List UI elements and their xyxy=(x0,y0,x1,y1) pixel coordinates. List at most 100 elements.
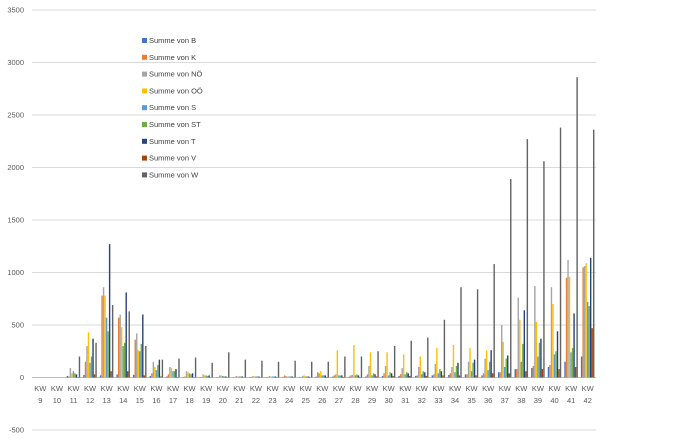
bar-summe-von-s-37 xyxy=(504,367,506,378)
bar-summe-von-k-39 xyxy=(532,365,535,378)
bar-summe-von-v-12 xyxy=(93,374,96,378)
bar-summe-von-w-12 xyxy=(95,342,97,378)
bar-summe-von-w-20 xyxy=(228,352,230,378)
bar-summe-von-oö-40 xyxy=(552,304,554,378)
legend-label: Summe von W xyxy=(149,170,199,179)
bar-summe-von-b-27 xyxy=(332,376,334,378)
bar-summe-von-k-12 xyxy=(84,361,87,378)
bar-summe-von-nö-38 xyxy=(517,297,519,378)
bar-summe-von-st-32 xyxy=(422,371,424,378)
bar-summe-von-b-33 xyxy=(431,375,434,378)
bar-summe-von-t-20 xyxy=(225,376,227,378)
bar-summe-von-t-27 xyxy=(341,375,343,378)
bar-summe-von-t-37 xyxy=(507,355,509,378)
bar-summe-von-v-37 xyxy=(508,373,510,378)
bar-summe-von-t-18 xyxy=(191,373,194,378)
bar-summe-von-k-37 xyxy=(499,372,501,378)
bar-summe-von-b-14 xyxy=(116,374,118,378)
x-tick-label-line1: KW xyxy=(548,384,561,393)
x-tick-label-line2: 16 xyxy=(152,396,160,405)
x-axis-ticks: KW 9 KW 10 KW 11 KW 12 KW 13 KW 14 KW 15 KW 16 KW 17 KW 18 K… xyxy=(34,384,594,405)
bar-summe-von-s-38 xyxy=(520,361,523,378)
x-tick-label-line1: KW xyxy=(283,384,296,393)
bar-summe-von-st-21 xyxy=(240,376,242,378)
bar-summe-von-b-34 xyxy=(448,374,450,378)
x-tick-label-line2: 36 xyxy=(484,396,492,405)
bar-summe-von-nö-41 xyxy=(567,259,569,378)
bar-summe-von-k-36 xyxy=(482,373,485,378)
legend: Summe von B Summe von K Summe von NÖ Summe … xyxy=(142,36,203,179)
x-tick-label-line1: KW xyxy=(150,384,163,393)
bar-summe-von-w-34 xyxy=(460,287,462,378)
bar-summe-von-t-19 xyxy=(208,375,210,378)
bar-summe-von-st-11 xyxy=(74,373,76,378)
bar-summe-von-st-36 xyxy=(488,361,491,378)
legend-label: Summe von S xyxy=(149,103,196,112)
bar-summe-von-v-30 xyxy=(392,375,394,378)
legend-label: Summe von K xyxy=(149,53,196,62)
x-tick-label-line1: KW xyxy=(432,384,445,393)
bar-summe-von-v-16 xyxy=(160,376,162,378)
x-tick-label-line2: 20 xyxy=(219,396,227,405)
bar-summe-von-oö-31 xyxy=(402,354,405,378)
bar-summe-von-oö-11 xyxy=(71,373,73,378)
legend-label: Summe von NÖ xyxy=(149,70,203,79)
bar-summe-von-b-31 xyxy=(398,375,400,378)
bar-summe-von-k-29 xyxy=(366,374,369,378)
bar-summe-von-s-41 xyxy=(570,352,572,378)
legend-swatch xyxy=(142,172,147,178)
bar-summe-von-k-33 xyxy=(433,374,435,378)
legend-swatch xyxy=(142,155,147,161)
bar-summe-von-oö-23 xyxy=(270,376,272,378)
bar-summe-von-st-23 xyxy=(273,376,275,378)
x-tick-label-line1: KW xyxy=(266,384,279,393)
bar-summe-von-k-40 xyxy=(549,364,551,378)
bar-summe-von-oö-21 xyxy=(237,376,239,378)
bar-summe-von-w-11 xyxy=(78,356,81,378)
bar-summe-von-s-21 xyxy=(238,376,241,378)
x-tick-label-line2: 35 xyxy=(467,396,475,405)
bar-summe-von-s-29 xyxy=(371,375,373,378)
x-tick-label-line2: 17 xyxy=(169,396,177,405)
x-tick-label-line2: 29 xyxy=(368,396,376,405)
bar-summe-von-st-27 xyxy=(339,375,342,378)
bar-summe-von-s-33 xyxy=(437,373,440,378)
bar-summe-von-oö-14 xyxy=(120,327,123,378)
bar-summe-von-k-15 xyxy=(134,339,136,378)
bar-summe-von-t-24 xyxy=(291,376,293,378)
bar-summe-von-s-19 xyxy=(205,375,207,378)
bar-summe-von-st-38 xyxy=(522,343,524,378)
bar-summe-von-s-30 xyxy=(387,375,390,378)
x-tick-label-line1: KW xyxy=(482,384,495,393)
x-tick-label-line1: KW xyxy=(233,384,246,393)
bar-summe-von-b-32 xyxy=(415,375,417,378)
x-tick-label-line2: 33 xyxy=(434,396,442,405)
bar-summe-von-w-21 xyxy=(244,359,247,378)
x-tick-label-line1: KW xyxy=(532,384,545,393)
bar-summe-von-oö-30 xyxy=(386,352,388,378)
x-tick-label-line1: KW xyxy=(466,384,479,393)
x-tick-label-line1: KW xyxy=(200,384,213,393)
bar-summe-von-t-16 xyxy=(158,359,161,378)
bar-summe-von-w-26 xyxy=(327,361,329,378)
bar-summe-von-oö-26 xyxy=(320,371,322,378)
bar-summe-von-b-36 xyxy=(481,375,483,378)
x-tick-label-line2: 12 xyxy=(86,396,94,405)
legend-label: Summe von T xyxy=(149,137,196,146)
x-tick-label-line1: KW xyxy=(67,384,80,393)
bar-summe-von-nö-32 xyxy=(418,367,420,378)
bar-summe-von-st-31 xyxy=(405,372,408,378)
bar-summe-von-b-15 xyxy=(133,374,135,378)
bar-summe-von-t-42 xyxy=(589,257,592,378)
bar-summe-von-w-33 xyxy=(443,319,446,378)
bar-summe-von-b-11 xyxy=(66,375,69,378)
bar-summe-von-t-25 xyxy=(307,376,310,378)
bar-summe-von-t-26 xyxy=(324,375,326,378)
bar-summe-von-t-22 xyxy=(258,376,260,378)
bar-summe-von-st-15 xyxy=(140,343,142,378)
bar-summe-von-st-35 xyxy=(472,362,474,378)
bar-summe-von-st-30 xyxy=(389,372,391,378)
x-tick-label-line1: KW xyxy=(565,384,578,393)
x-tick-label-line2: 30 xyxy=(384,396,392,405)
bar-summe-von-st-34 xyxy=(455,365,458,378)
